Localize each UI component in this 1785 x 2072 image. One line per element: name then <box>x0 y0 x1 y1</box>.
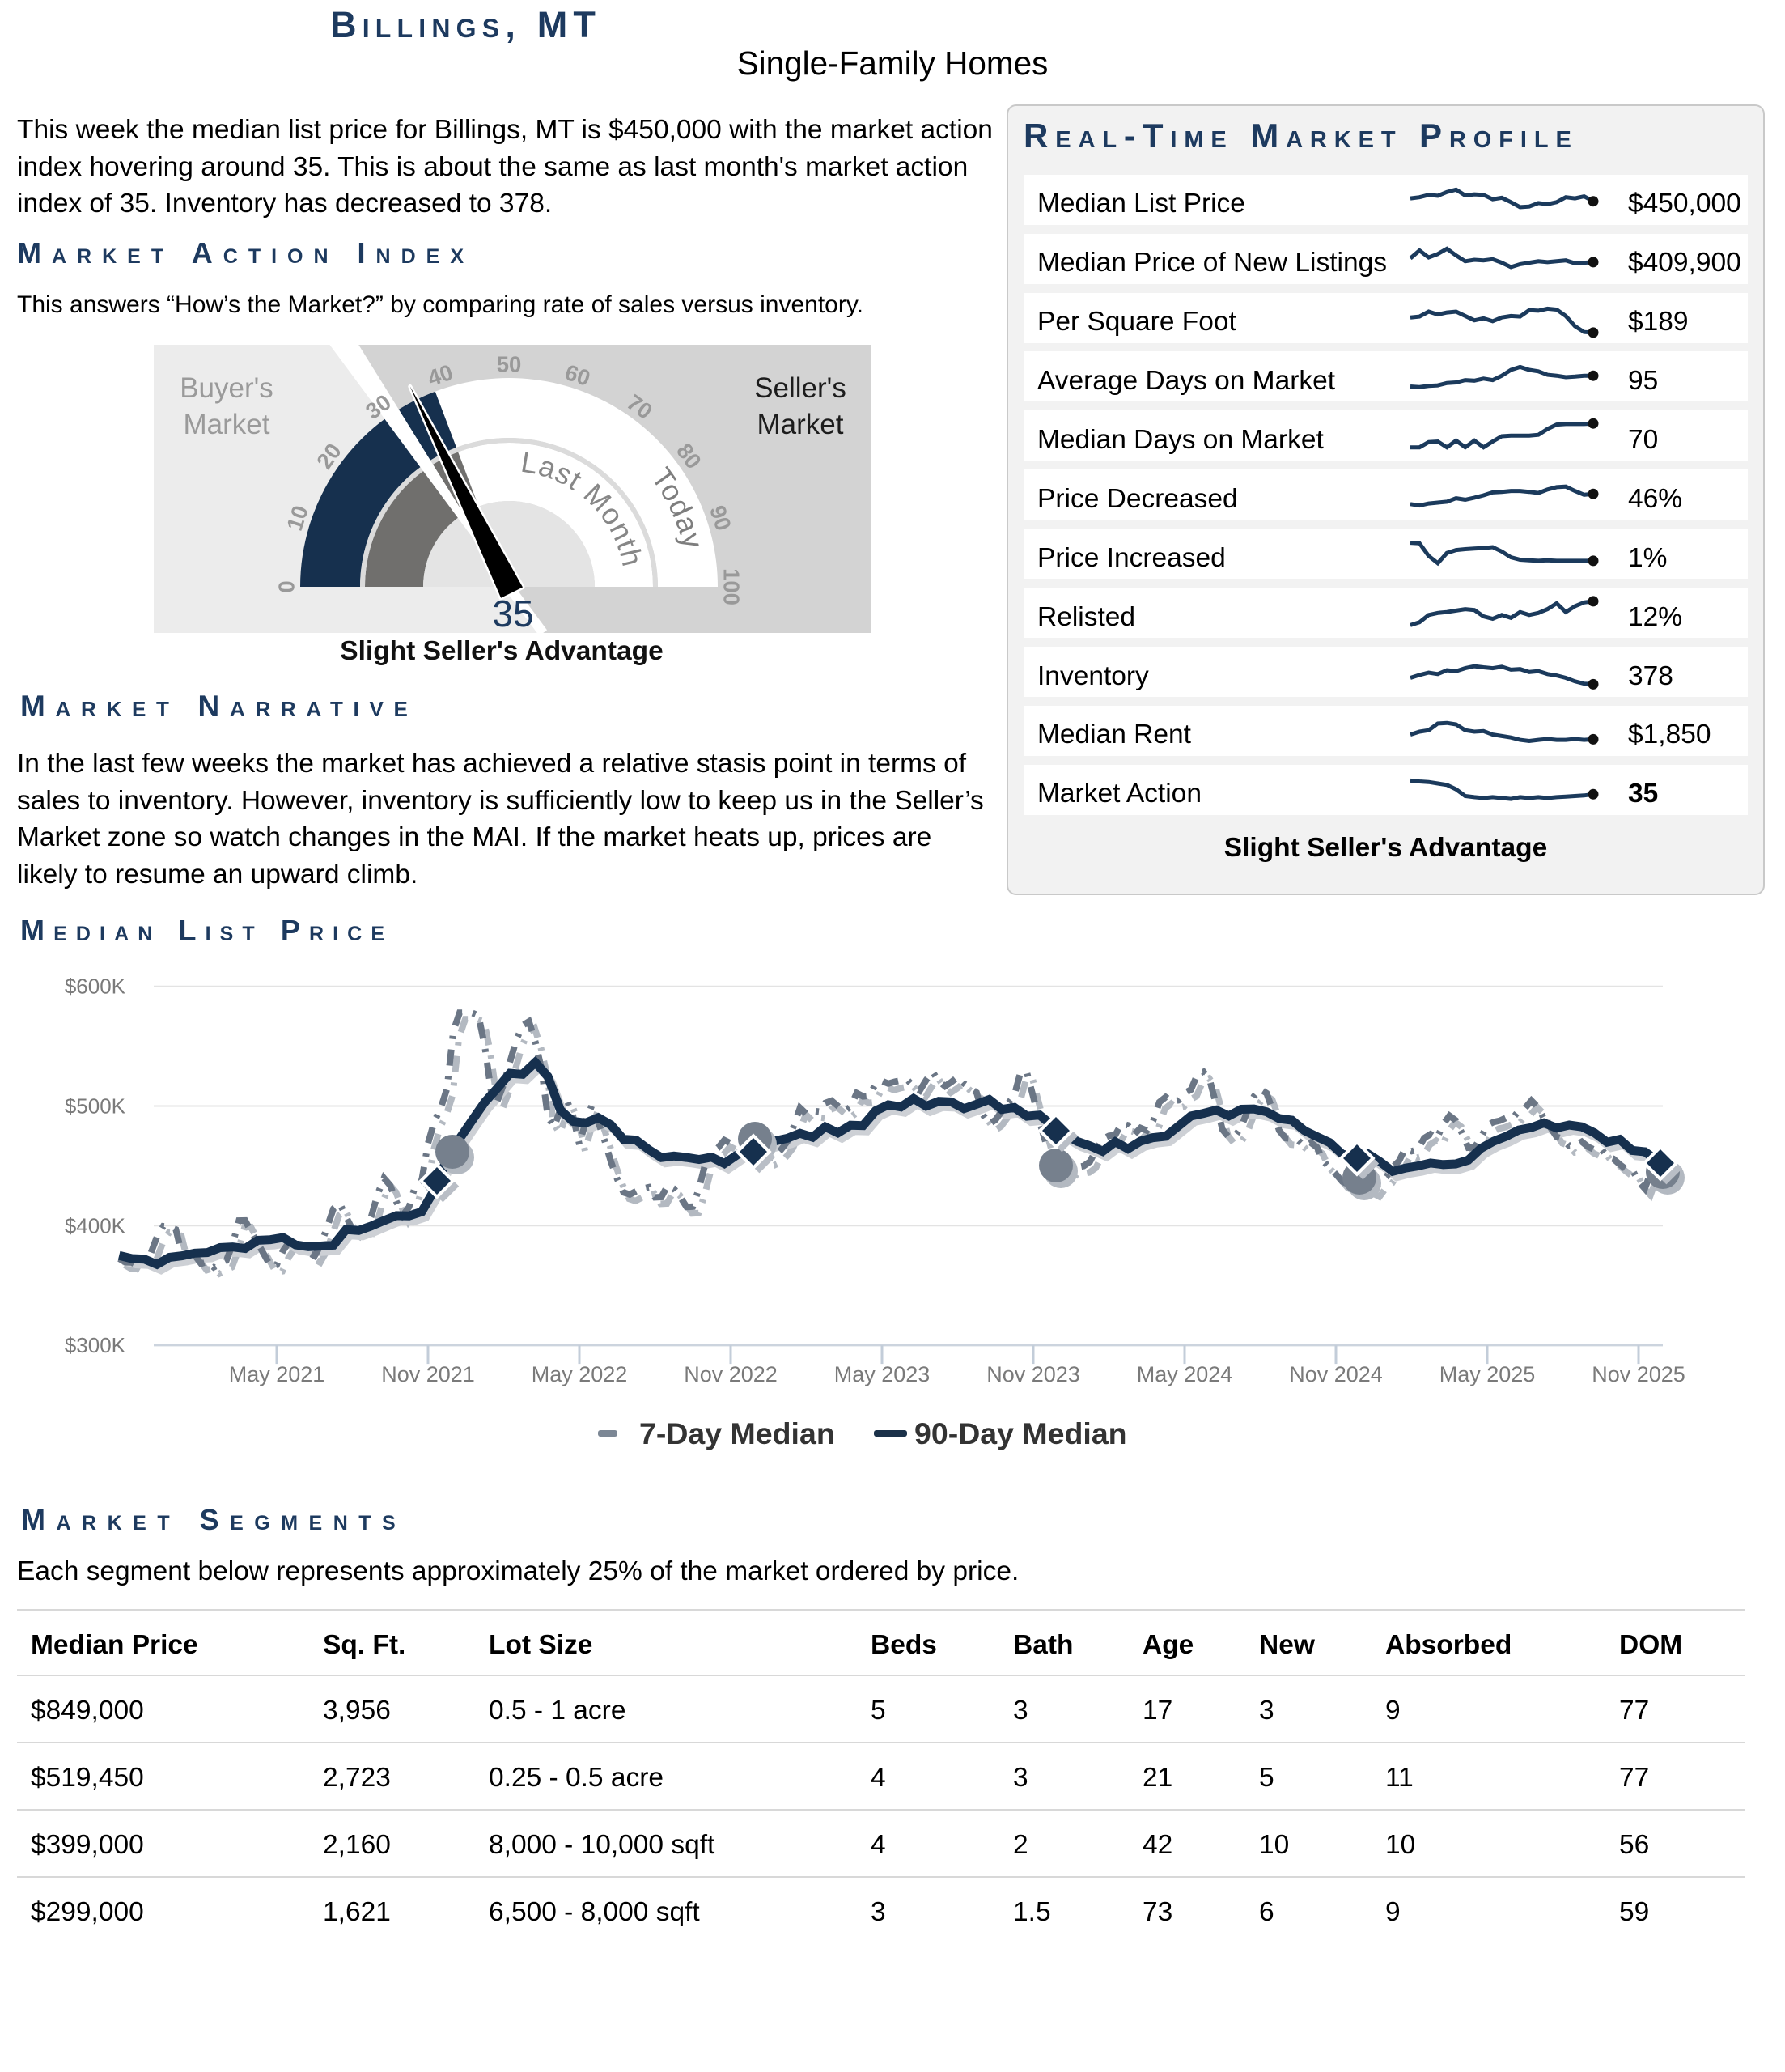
svg-text:Market: Market <box>757 409 844 440</box>
svg-text:35: 35 <box>492 592 533 633</box>
svg-text:Nov 2023: Nov 2023 <box>986 1362 1080 1386</box>
svg-text:100: 100 <box>719 568 744 605</box>
svg-text:May 2024: May 2024 <box>1137 1362 1233 1386</box>
svg-text:Nov 2025: Nov 2025 <box>1592 1362 1685 1386</box>
svg-text:May 2023: May 2023 <box>834 1362 931 1386</box>
svg-text:50: 50 <box>497 352 522 377</box>
svg-text:$400K: $400K <box>65 1213 126 1238</box>
svg-text:$500K: $500K <box>65 1094 126 1119</box>
svg-text:$600K: $600K <box>65 974 126 999</box>
svg-text:May 2021: May 2021 <box>229 1362 325 1386</box>
svg-text:0: 0 <box>274 580 299 592</box>
svg-text:May 2022: May 2022 <box>532 1362 628 1386</box>
svg-text:$300K: $300K <box>65 1333 126 1357</box>
svg-text:May 2025: May 2025 <box>1439 1362 1536 1386</box>
svg-text:Nov 2021: Nov 2021 <box>381 1362 475 1386</box>
svg-text:Market: Market <box>184 409 270 440</box>
svg-text:Buyer's: Buyer's <box>180 372 273 404</box>
svg-text:7-Day Median: 7-Day Median <box>639 1416 835 1450</box>
svg-text:Nov 2022: Nov 2022 <box>684 1362 778 1386</box>
svg-text:90-Day Median: 90-Day Median <box>914 1416 1127 1450</box>
svg-text:Seller's: Seller's <box>754 372 846 404</box>
svg-text:Nov 2024: Nov 2024 <box>1289 1362 1383 1386</box>
